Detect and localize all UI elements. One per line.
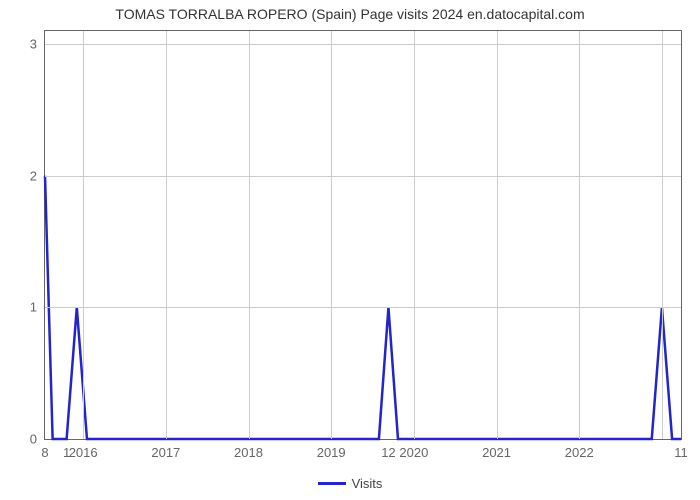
gridline-vertical: [166, 31, 167, 439]
x-tick-label: 2021: [482, 445, 511, 460]
x-tick-label: 2020: [399, 445, 428, 460]
x-tick-label: 2019: [317, 445, 346, 460]
x-tick-label: 2016: [69, 445, 98, 460]
gridline-vertical: [83, 31, 84, 439]
chart-title-text: TOMAS TORRALBA ROPERO (Spain) Page visit…: [115, 6, 584, 22]
gridline-vertical: [414, 31, 415, 439]
gridline-horizontal: [45, 176, 681, 177]
gridline-vertical: [662, 31, 663, 439]
chart-title: TOMAS TORRALBA ROPERO (Spain) Page visit…: [0, 6, 700, 24]
gridline-vertical: [331, 31, 332, 439]
plot-area: 01232016201720182019202020212022811211: [44, 30, 682, 440]
x-tick-label: 2017: [151, 445, 180, 460]
data-point-label: 8: [41, 445, 48, 460]
gridline-vertical: [497, 31, 498, 439]
x-tick-label: 2018: [234, 445, 263, 460]
data-point-label: 1: [63, 445, 70, 460]
data-point-label: 11: [674, 445, 688, 460]
gridline-horizontal: [45, 307, 681, 308]
y-tick-label: 2: [30, 168, 37, 183]
gridline-horizontal: [45, 44, 681, 45]
chart-container: TOMAS TORRALBA ROPERO (Spain) Page visit…: [0, 0, 700, 500]
legend: Visits: [0, 472, 700, 491]
gridline-vertical: [249, 31, 250, 439]
legend-swatch: [318, 482, 346, 485]
line-series-svg: [45, 31, 681, 439]
y-tick-label: 3: [30, 37, 37, 52]
x-tick-label: 2022: [565, 445, 594, 460]
y-tick-label: 1: [30, 300, 37, 315]
gridline-vertical: [579, 31, 580, 439]
y-tick-label: 0: [30, 432, 37, 447]
legend-item: Visits: [318, 476, 383, 491]
legend-label: Visits: [352, 476, 383, 491]
data-point-label: 12: [381, 445, 395, 460]
